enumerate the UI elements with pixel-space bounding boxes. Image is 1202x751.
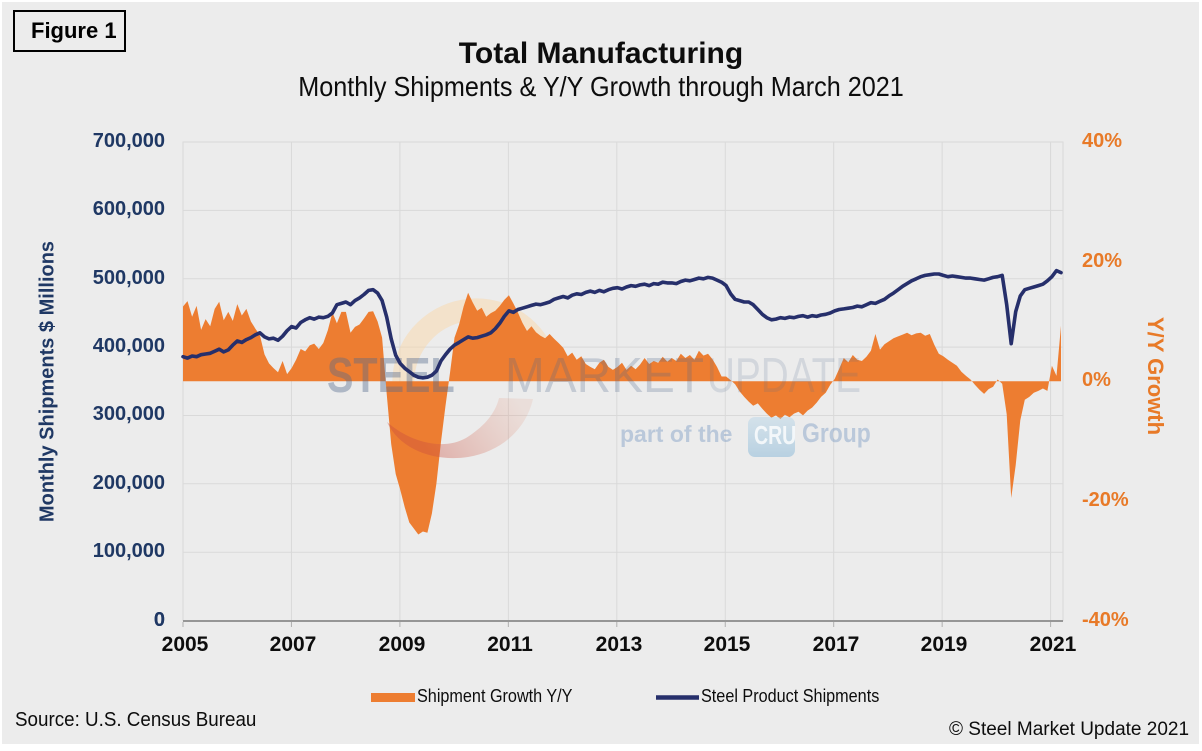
svg-text:Group: Group <box>802 418 871 448</box>
svg-text:MARKET: MARKET <box>505 348 704 403</box>
svg-text:UPDATE: UPDATE <box>707 349 861 403</box>
svg-text:CRU: CRU <box>754 420 796 449</box>
svg-text:STEEL: STEEL <box>327 349 455 403</box>
svg-text:part of the: part of the <box>620 421 732 447</box>
